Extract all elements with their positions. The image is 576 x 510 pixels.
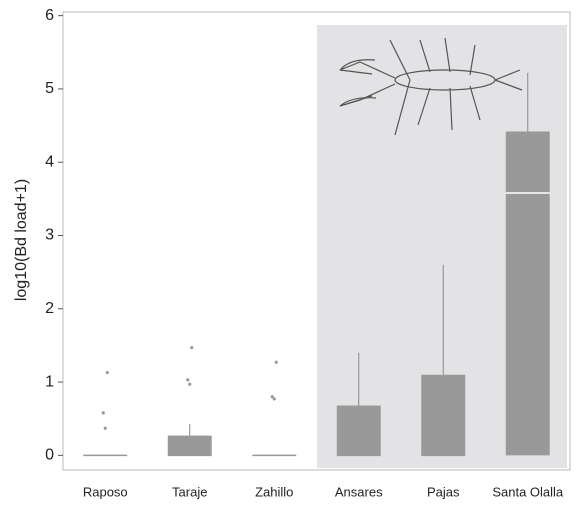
outlier: [190, 346, 194, 350]
x-tick-label: Pajas: [427, 484, 460, 499]
x-tick-label: Santa Olalla: [492, 484, 564, 499]
outlier: [270, 395, 274, 399]
y-tick-label: 4: [45, 153, 54, 170]
box: [421, 374, 466, 456]
y-axis-label: log10(Bd load+1): [13, 179, 30, 301]
outlier: [272, 397, 276, 401]
y-tick-label: 2: [45, 300, 54, 317]
x-tick-label: Zahillo: [255, 484, 293, 499]
x-tick-label: Ansares: [335, 484, 383, 499]
outlier: [105, 370, 109, 375]
crayfish-sketch: [339, 37, 523, 136]
y-tick-label: 6: [45, 7, 54, 24]
y-tick-label: 0: [45, 447, 54, 464]
y-tick-label: 3: [45, 227, 54, 244]
outlier: [274, 360, 278, 364]
outlier: [188, 382, 192, 386]
y-tick-label: 1: [45, 373, 54, 390]
x-tick-label: Raposo: [83, 484, 128, 499]
outlier: [103, 426, 107, 430]
y-tick-label: 5: [45, 80, 54, 97]
x-tick-label: Taraje: [172, 484, 207, 499]
plot-frame: [62, 11, 571, 471]
box: [336, 405, 381, 456]
box: [505, 131, 550, 456]
outlier: [101, 411, 105, 415]
outlier: [186, 378, 190, 382]
box: [167, 435, 212, 456]
